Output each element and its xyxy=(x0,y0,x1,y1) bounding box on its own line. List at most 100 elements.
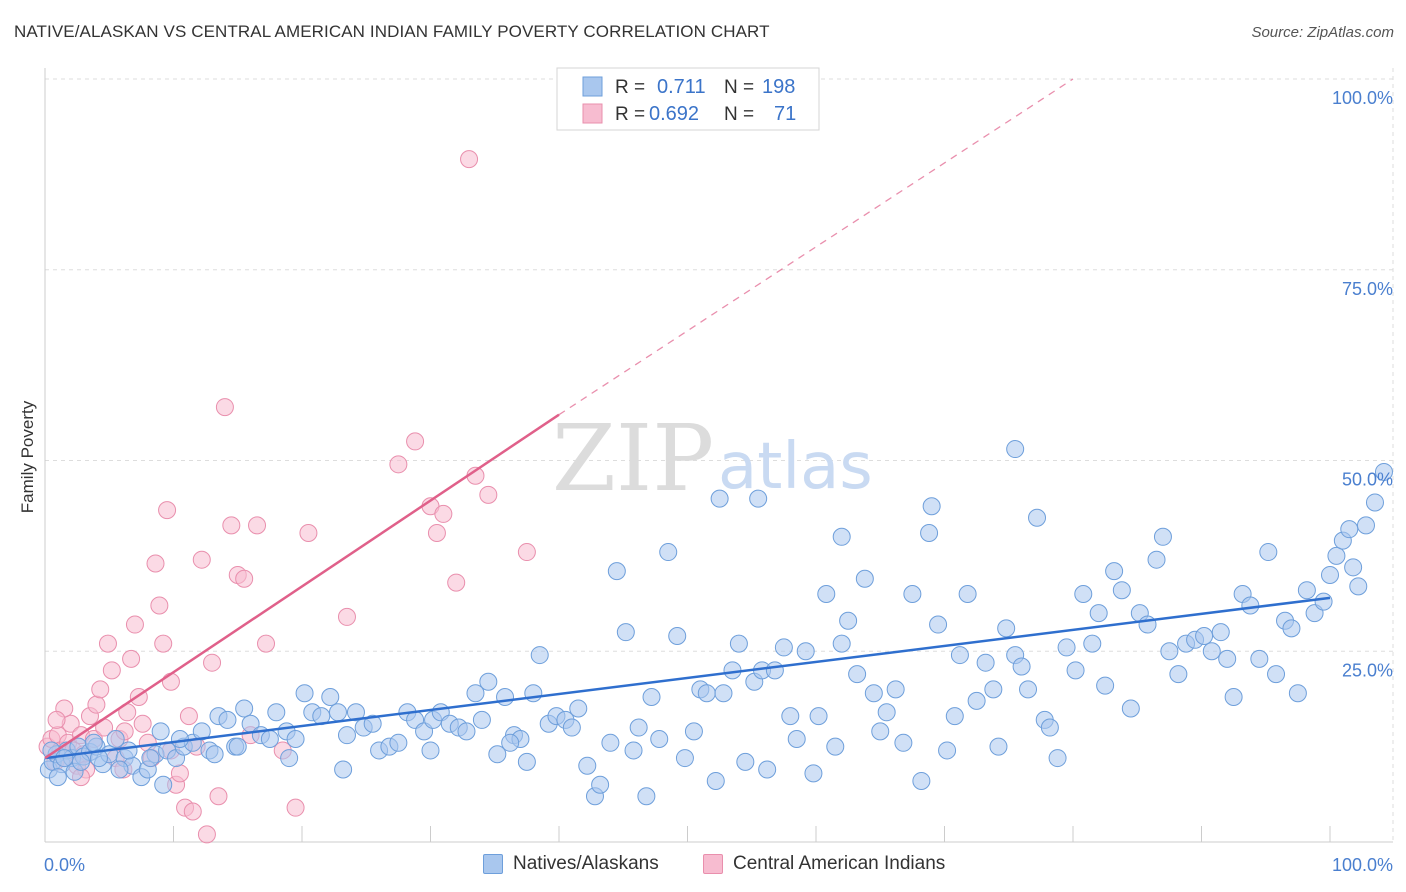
natives-point-146 xyxy=(1160,642,1179,661)
y-tick-label-25: 25.0% xyxy=(1342,660,1393,680)
natives-point-54 xyxy=(457,722,476,741)
natives-point-182 xyxy=(334,760,353,779)
natives-point-134 xyxy=(1066,661,1085,680)
central-american-point-15 xyxy=(87,695,106,714)
natives-point-170 xyxy=(1344,558,1363,577)
x-ticks xyxy=(44,826,1331,842)
natives-point-81 xyxy=(659,543,678,562)
natives-point-186 xyxy=(110,760,129,779)
natives-point-31 xyxy=(260,729,279,748)
natives-point-120 xyxy=(958,585,977,604)
central-american-point-64 xyxy=(479,485,498,504)
natives-point-108 xyxy=(864,684,883,703)
legend-n-value-1: 198 xyxy=(762,76,795,98)
natives-point-96 xyxy=(774,638,793,657)
legend-bottom: Natives/Alaskans Central American Indian… xyxy=(0,850,1406,880)
central-american-point-45 xyxy=(215,398,234,417)
natives-point-32 xyxy=(267,703,286,722)
central-american-point-70 xyxy=(47,710,66,729)
natives-point-80 xyxy=(650,729,669,748)
central-american-point-32 xyxy=(154,634,173,653)
central-american-point-27 xyxy=(133,714,152,733)
central-american-point-34 xyxy=(161,672,180,691)
natives-point-114 xyxy=(912,771,931,790)
natives-point-87 xyxy=(706,771,725,790)
natives-point-131 xyxy=(1040,718,1059,737)
natives-point-161 xyxy=(1282,619,1301,638)
y-tick-label-75: 75.0% xyxy=(1342,279,1393,299)
natives-point-106 xyxy=(848,665,867,684)
natives-point-40 xyxy=(337,726,356,745)
natives-point-163 xyxy=(1297,581,1316,600)
natives-point-115 xyxy=(920,523,939,542)
natives-point-101 xyxy=(809,707,828,726)
central-american-point-19 xyxy=(102,661,121,680)
natives-point-102 xyxy=(817,585,836,604)
natives-point-95 xyxy=(765,661,784,680)
chart-title: NATIVE/ALASKAN VS CENTRAL AMERICAN INDIA… xyxy=(14,22,770,41)
legend-label-central-american: Central American Indians xyxy=(733,853,946,874)
natives-point-178 xyxy=(832,527,851,546)
natives-point-128 xyxy=(1019,680,1038,699)
natives-point-159 xyxy=(1267,665,1286,684)
natives-point-58 xyxy=(488,745,507,764)
natives-point-150 xyxy=(1195,626,1214,645)
legend-swatch-blue xyxy=(582,76,603,97)
natives-point-90 xyxy=(729,634,748,653)
natives-point-38 xyxy=(321,688,340,707)
natives-point-98 xyxy=(787,729,806,748)
natives-point-193 xyxy=(89,749,108,768)
legend-r-value-1: 0.711 xyxy=(657,76,706,98)
natives-point-125 xyxy=(997,619,1016,638)
central-american-point-18 xyxy=(98,634,117,653)
natives-point-196 xyxy=(170,729,189,748)
natives-point-132 xyxy=(1048,749,1067,768)
natives-point-139 xyxy=(1105,562,1124,581)
natives-point-174 xyxy=(1374,462,1393,481)
central-american-point-24 xyxy=(122,649,141,668)
natives-point-172 xyxy=(1356,516,1375,535)
trend-lines xyxy=(44,78,1331,760)
natives-point-154 xyxy=(1224,688,1243,707)
natives-point-156 xyxy=(1241,596,1260,615)
natives-point-195 xyxy=(141,749,160,768)
natives-point-119 xyxy=(950,646,969,665)
natives-point-173 xyxy=(1365,493,1384,512)
natives-point-76 xyxy=(624,741,643,760)
natives-point-118 xyxy=(945,707,964,726)
central-american-point-33 xyxy=(158,501,177,520)
natives-point-144 xyxy=(1147,550,1166,569)
natives-point-28 xyxy=(235,699,254,718)
central-american-point-48 xyxy=(235,569,254,588)
central-american-point-56 xyxy=(389,455,408,474)
legend-top: R = 0.711 N = 198 R = 0.692 N = 71 xyxy=(556,67,820,131)
natives-point-78 xyxy=(637,787,656,806)
natives-point-64 xyxy=(530,646,549,665)
natives-point-197 xyxy=(228,737,247,756)
central-american-point-30 xyxy=(146,554,165,573)
legend-swatch-pink xyxy=(582,103,603,124)
natives-point-111 xyxy=(886,680,905,699)
natives-point-127 xyxy=(1012,657,1031,676)
natives-point-23 xyxy=(192,722,211,741)
natives-point-18 xyxy=(151,722,170,741)
x-tick-label-min: 0.0% xyxy=(44,855,85,875)
natives-point-79 xyxy=(642,688,661,707)
central-american-point-39 xyxy=(183,802,202,821)
natives-point-121 xyxy=(967,691,986,710)
natives-point-46 xyxy=(389,733,408,752)
series-natives-alaskans xyxy=(39,440,1393,806)
trend-line-natives xyxy=(44,596,1331,760)
natives-point-56 xyxy=(472,710,491,729)
natives-point-145 xyxy=(1153,527,1172,546)
legend-r-label-2: R = xyxy=(615,104,645,125)
natives-point-166 xyxy=(1321,565,1339,584)
natives-point-109 xyxy=(871,722,890,741)
natives-point-89 xyxy=(723,661,742,680)
natives-point-110 xyxy=(877,703,896,722)
natives-point-151 xyxy=(1202,642,1221,661)
natives-point-169 xyxy=(1340,520,1359,539)
natives-point-140 xyxy=(1112,581,1131,600)
natives-point-157 xyxy=(1250,649,1269,668)
